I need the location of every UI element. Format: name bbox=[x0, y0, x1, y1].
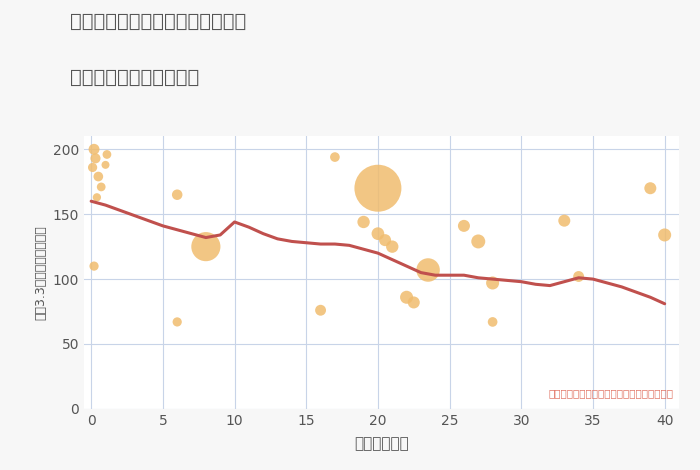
Text: 愛知県名古屋市中村区下中村町の: 愛知県名古屋市中村区下中村町の bbox=[70, 12, 246, 31]
Point bbox=[90, 155, 101, 162]
Text: 築年数別中古戸建て価格: 築年数別中古戸建て価格 bbox=[70, 68, 199, 87]
Point bbox=[172, 318, 183, 326]
Point bbox=[379, 236, 391, 244]
Point bbox=[372, 184, 384, 192]
Point bbox=[102, 151, 113, 158]
Point bbox=[96, 183, 107, 191]
Point bbox=[573, 273, 584, 280]
Point bbox=[473, 238, 484, 245]
Point bbox=[487, 279, 498, 287]
X-axis label: 築年数（年）: 築年数（年） bbox=[354, 436, 409, 451]
Point bbox=[315, 306, 326, 314]
Point bbox=[458, 222, 470, 230]
Point bbox=[92, 173, 104, 180]
Point bbox=[659, 231, 671, 239]
Point bbox=[88, 262, 99, 270]
Point bbox=[100, 161, 111, 169]
Point bbox=[559, 217, 570, 225]
Point bbox=[358, 218, 369, 226]
Point bbox=[487, 318, 498, 326]
Point bbox=[172, 191, 183, 198]
Point bbox=[372, 230, 384, 237]
Text: 円の大きさは、取引のあった物件面積を示す: 円の大きさは、取引のあった物件面積を示す bbox=[548, 388, 673, 398]
Point bbox=[200, 243, 211, 251]
Point bbox=[401, 293, 412, 301]
Point bbox=[645, 184, 656, 192]
Point bbox=[88, 146, 99, 153]
Point bbox=[329, 153, 340, 161]
Point bbox=[408, 299, 419, 306]
Point bbox=[87, 164, 98, 171]
Point bbox=[386, 243, 398, 251]
Point bbox=[91, 194, 102, 201]
Y-axis label: 坪（3.3㎡）単価（万円）: 坪（3.3㎡）単価（万円） bbox=[34, 225, 47, 320]
Point bbox=[423, 266, 434, 274]
